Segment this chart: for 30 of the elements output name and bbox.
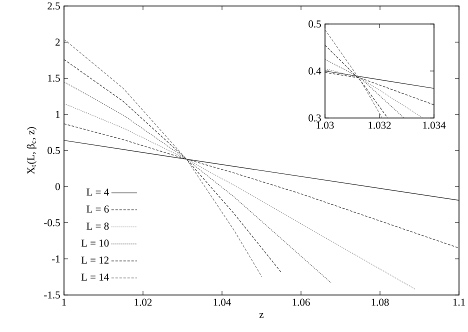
legend-label: L = 6 [86, 206, 109, 213]
x-tick-label: 1.1 [453, 298, 465, 306]
y-tick-label: 0.3 [308, 114, 321, 122]
y-tick-label: 1 [56, 110, 60, 118]
y-tick-label: -1 [52, 255, 60, 262]
legend-label: L = 14 [81, 274, 109, 281]
x-tick-label: 1.08 [372, 298, 389, 306]
y-tick-label: 2 [56, 38, 60, 46]
x-tick-label: 1.03 [316, 122, 334, 129]
legend-label: L = 4 [86, 188, 109, 196]
y-tick-label: 2.5 [48, 2, 60, 10]
x-tick-label: 1.032 [368, 122, 391, 129]
x-tick-label: 1.02 [134, 298, 152, 306]
x-axis-title: z [259, 313, 264, 318]
y-axis-title: X$_{t}$(L, β$_{c}$, z) [26, 127, 36, 174]
y-tick-label: 0.5 [48, 146, 60, 154]
y-tick-label: 1.5 [48, 74, 60, 82]
y-tick-label: -0.5 [44, 219, 60, 226]
x-tick-label: 1.034 [423, 122, 446, 129]
y-tick-label: -1.5 [44, 291, 60, 299]
y-tick-label: 0.4 [308, 67, 322, 75]
y-tick-label: 0 [55, 183, 60, 190]
x-tick-label: 1.06 [292, 298, 310, 306]
x-tick-label: 1.04 [214, 298, 232, 306]
legend-label: L = 10 [81, 240, 109, 247]
line-series [64, 103, 416, 290]
x-tick-label: 1 [62, 298, 66, 306]
legend-label: L = 8 [86, 222, 109, 230]
legend-label: L = 12 [81, 256, 109, 264]
y-tick-label: 0.5 [308, 20, 321, 28]
